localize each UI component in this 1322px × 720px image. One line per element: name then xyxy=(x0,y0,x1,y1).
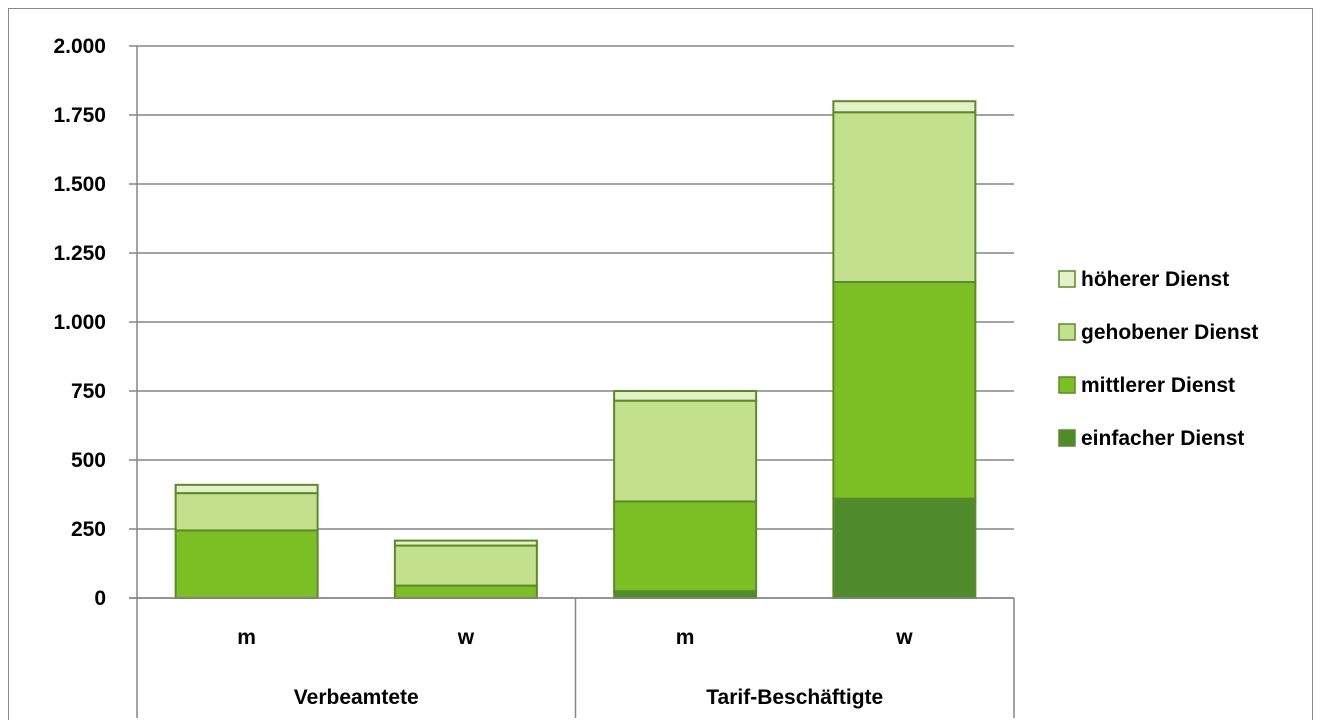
bar-segment-gehobener-dienst xyxy=(613,399,758,503)
bar-segment-mittlerer-dienst xyxy=(832,280,977,500)
bar-segment-einfacher-dienst xyxy=(832,497,977,600)
bar-segment-höherer-dienst xyxy=(393,539,538,547)
legend-swatch xyxy=(1058,429,1076,447)
bar-segment-höherer-dienst xyxy=(174,483,319,495)
y-tick-label: 1.750 xyxy=(53,104,106,127)
y-tick-label: 750 xyxy=(71,380,106,403)
x-category-label: w xyxy=(895,626,913,649)
bar-segment-höherer-dienst xyxy=(832,100,977,114)
x-category-label: m xyxy=(676,626,695,649)
legend-label: einfacher Dienst xyxy=(1081,427,1244,450)
legend-label: mittlerer Dienst xyxy=(1081,374,1235,397)
legend-label: höherer Dienst xyxy=(1081,268,1229,291)
legend-label: gehobener Dienst xyxy=(1081,321,1258,344)
y-tick-label: 0 xyxy=(94,587,106,610)
x-category-label: m xyxy=(237,626,256,649)
y-tick-label: 250 xyxy=(71,518,106,541)
bar-segment-gehobener-dienst xyxy=(393,544,538,587)
x-group-label: Tarif-Beschäftigte xyxy=(706,686,883,709)
y-tick-label: 1.500 xyxy=(53,173,106,196)
y-tick-label: 1.250 xyxy=(53,242,106,265)
x-group-label: Verbeamtete xyxy=(294,686,419,709)
y-tick-label: 500 xyxy=(71,449,106,472)
chart-area xyxy=(8,8,1313,720)
bar-segment-höherer-dienst xyxy=(613,390,758,402)
bar-segment-mittlerer-dienst xyxy=(174,529,319,600)
bar-segment-einfacher-dienst xyxy=(613,590,758,599)
legend-swatch xyxy=(1058,376,1076,394)
y-tick-label: 2.000 xyxy=(53,35,106,58)
bar-segment-gehobener-dienst xyxy=(832,111,977,283)
legend-swatch xyxy=(1058,323,1076,341)
legend-swatch xyxy=(1058,270,1076,288)
bar-segment-mittlerer-dienst xyxy=(393,584,538,600)
x-category-label: w xyxy=(457,626,475,649)
bar-segment-gehobener-dienst xyxy=(174,492,319,532)
bar-segment-mittlerer-dienst xyxy=(613,500,758,593)
y-tick-label: 1.000 xyxy=(53,311,106,334)
